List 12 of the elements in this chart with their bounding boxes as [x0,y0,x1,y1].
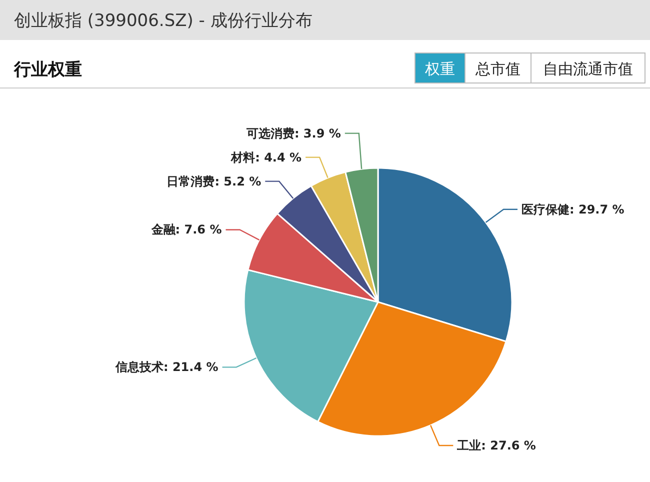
slice-label: 医疗保健: 29.7 % [522,202,624,216]
slice-label: 材料: 4.4 % [230,150,302,164]
text: 权重 [424,60,455,78]
slice-label: 日常消费: 5.2 % [166,174,262,188]
chart-title: 创业板指 (399006.SZ) - 成份行业分布 [14,11,312,31]
slice-label: 信息技术: 21.4 % [114,360,218,374]
slice-label: 可选消费: 3.9 % [245,126,341,140]
chart-subtitle: 行业权重 [13,60,82,80]
slice-label: 工业: 27.6 % [456,438,536,453]
slice-label: 金融: 7.6 % [150,222,222,237]
text: 自由流通市值 [543,60,633,78]
text: 总市值 [474,60,520,78]
